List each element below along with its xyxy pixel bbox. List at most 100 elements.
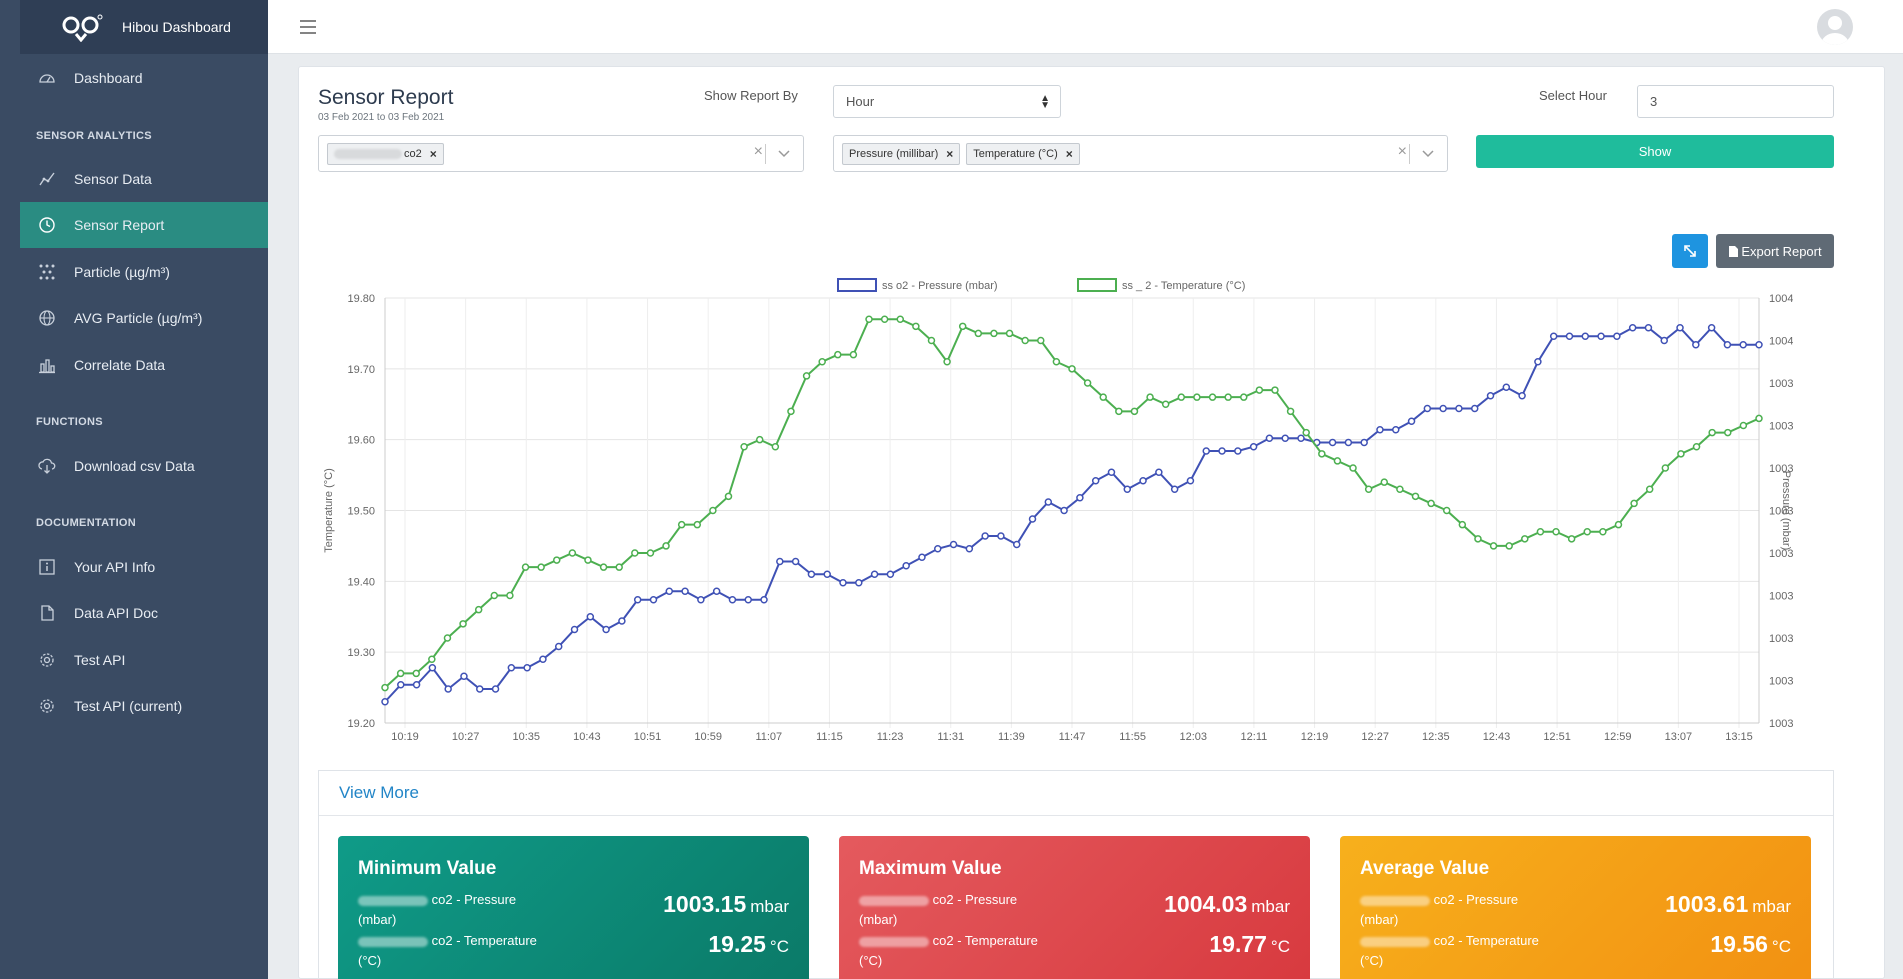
- sidebar-item-download-csv[interactable]: Download csv Data: [20, 443, 268, 489]
- data-point: [1052, 358, 1061, 366]
- sidebar-item-data-api-doc[interactable]: Data API Doc: [20, 590, 268, 636]
- sidebar-item-test-api[interactable]: Test API: [20, 637, 268, 683]
- data-point: [428, 664, 437, 672]
- info-icon: [38, 558, 56, 576]
- data-point: [912, 322, 920, 331]
- data-point: [1396, 485, 1404, 493]
- data-point: [1139, 477, 1147, 485]
- stat-title: Average Value: [1360, 858, 1490, 879]
- section-title: DOCUMENTATION: [36, 517, 137, 529]
- gear-icon: [38, 697, 56, 715]
- bar-chart-icon: [38, 356, 56, 374]
- data-point: [693, 520, 702, 529]
- metric-multiselect[interactable]: Pressure (millibar) × Temperature (°C) ×…: [833, 135, 1448, 172]
- sidebar-item-label: Dashboard: [74, 70, 143, 86]
- data-point: [1552, 528, 1560, 536]
- data-point: [1123, 485, 1132, 493]
- sidebar-item-sensor-data[interactable]: Sensor Data: [20, 156, 268, 202]
- section-title: SENSOR ANALYTICS: [36, 130, 152, 142]
- hour-value: 3: [1650, 94, 1658, 109]
- data-point: [934, 545, 942, 553]
- sidebar-item-test-api-current[interactable]: Test API (current): [20, 683, 268, 729]
- remove-chip-icon[interactable]: ×: [429, 146, 437, 161]
- brand-header[interactable]: Hibou Dashboard: [20, 0, 268, 54]
- data-point: [839, 579, 847, 587]
- x-tick-label: 12:51: [1543, 731, 1571, 743]
- data-point: [981, 532, 989, 540]
- section-title: FUNCTIONS: [36, 416, 103, 428]
- sidebar-item-correlate-data[interactable]: Correlate Data: [20, 342, 268, 388]
- chevron-down-icon[interactable]: [1421, 146, 1435, 160]
- sidebar-item-avg-particle[interactable]: AVG Particle (µg/m³): [20, 295, 268, 341]
- clear-icon[interactable]: ×: [753, 143, 763, 160]
- remove-chip-icon[interactable]: ×: [1065, 146, 1073, 161]
- x-tick-label: 11:47: [1059, 731, 1086, 743]
- stat-pressure-label: co2 - Pressure (mbar): [358, 890, 558, 930]
- y-left-tick-label: 19.80: [347, 293, 375, 305]
- dashboard-icon: [38, 69, 56, 87]
- hamburger-menu-icon[interactable]: [298, 17, 318, 37]
- data-point: [1534, 358, 1542, 366]
- sidebar-item-label: Test API (current): [74, 698, 183, 714]
- expand-button[interactable]: [1672, 234, 1708, 268]
- x-tick-label: 10:27: [452, 731, 480, 743]
- clear-icon[interactable]: ×: [1397, 143, 1407, 160]
- x-tick-label: 12:19: [1301, 731, 1329, 743]
- data-point: [865, 315, 873, 323]
- export-report-button[interactable]: Export Report: [1716, 234, 1834, 268]
- x-tick-label: 12:59: [1604, 731, 1632, 743]
- y-left-tick-label: 19.30: [347, 647, 375, 659]
- data-point: [665, 587, 674, 595]
- data-point: [1565, 332, 1574, 340]
- sidebar-item-dashboard[interactable]: Dashboard: [20, 55, 268, 101]
- data-point: [1155, 468, 1163, 476]
- sensor-line-chart: 19.80 19.70 19.60 19.50 19.40 19.30 19.20 1004.…: [323, 278, 1793, 743]
- y-right-axis-title: Pressure (mbar): [1780, 471, 1792, 550]
- view-more-link[interactable]: View More: [339, 783, 419, 802]
- data-point: [834, 350, 842, 359]
- data-point: [1708, 428, 1716, 437]
- data-point: [428, 655, 436, 663]
- data-point: [1005, 329, 1014, 338]
- user-avatar[interactable]: [1817, 9, 1853, 45]
- y-left-tick-label: 19.20: [347, 718, 375, 730]
- select-hour-input[interactable]: 3: [1637, 85, 1834, 118]
- data-point: [1107, 468, 1116, 476]
- expand-icon: [1684, 245, 1696, 257]
- data-point: [990, 329, 998, 338]
- data-point: [712, 587, 721, 595]
- x-tick-label: 10:51: [634, 731, 662, 743]
- y-right-tick-label: 1004.1: [1769, 293, 1793, 305]
- chevron-down-icon[interactable]: [777, 146, 791, 160]
- data-point: [855, 579, 863, 587]
- data-point: [818, 358, 826, 366]
- show-button[interactable]: Show: [1476, 135, 1834, 168]
- x-tick-label: 12:11: [1241, 731, 1268, 743]
- data-point: [849, 350, 858, 359]
- legend-swatch: [837, 278, 877, 292]
- data-point: [1060, 506, 1068, 515]
- remove-chip-icon[interactable]: ×: [946, 146, 954, 161]
- data-point: [927, 336, 936, 345]
- data-point: [1470, 404, 1479, 413]
- sidebar-item-api-info[interactable]: Your API Info: [20, 544, 268, 590]
- sidebar-item-particle[interactable]: Particle (µg/m³): [20, 249, 268, 295]
- data-point: [823, 570, 831, 578]
- data-point: [618, 617, 626, 625]
- sensor-multiselect[interactable]: co2 × ×: [318, 135, 804, 172]
- data-point: [807, 570, 816, 578]
- data-point: [760, 596, 768, 604]
- data-point: [1583, 528, 1591, 536]
- x-tick-label: 11:39: [998, 731, 1025, 743]
- data-point: [1161, 400, 1170, 408]
- data-point: [1474, 535, 1482, 543]
- sidebar-item-sensor-report[interactable]: Sensor Report: [20, 202, 268, 248]
- chip-label: Temperature (°C): [973, 147, 1058, 160]
- data-point: [1271, 386, 1279, 394]
- data-point: [381, 698, 389, 706]
- data-point: [802, 372, 811, 380]
- data-point: [724, 492, 733, 501]
- report-by-select[interactable]: Hour ▲ ▼: [833, 85, 1061, 118]
- data-point: [521, 563, 530, 571]
- max-value-card: Maximum Value co2 - Pressure (mbar) co2 …: [839, 836, 1310, 979]
